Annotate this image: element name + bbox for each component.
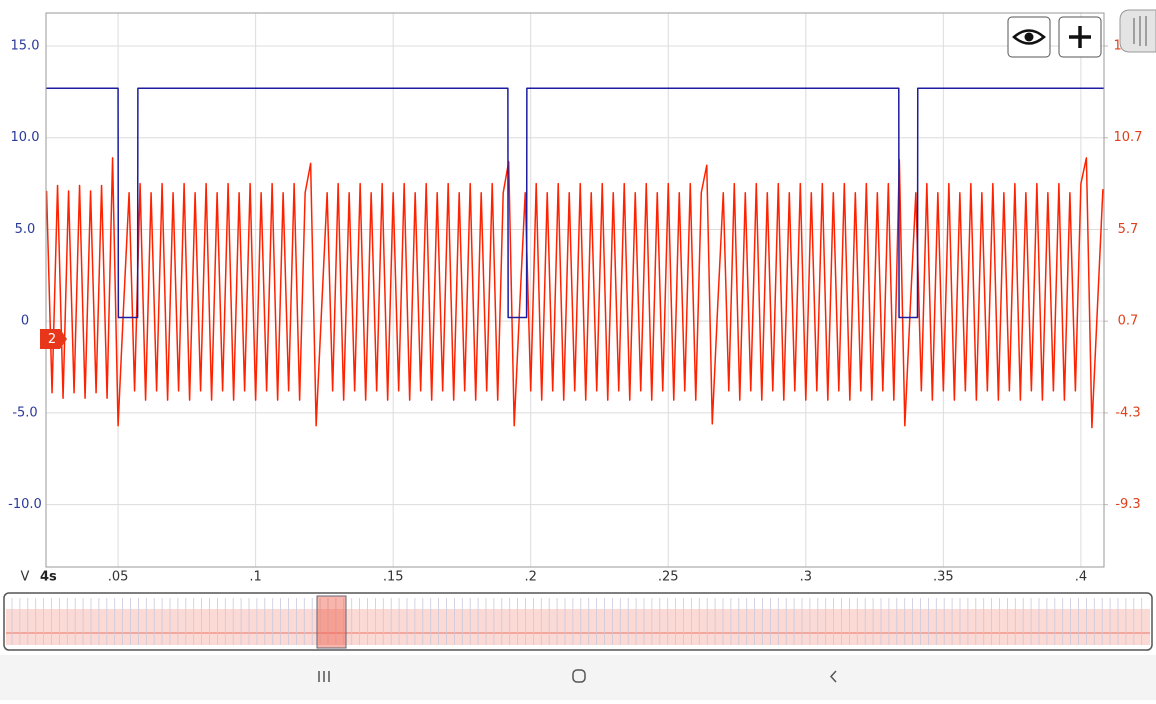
channel-marker[interactable]: 2 <box>40 329 67 349</box>
y2-tick-label: -4.3 <box>1115 405 1140 420</box>
add-button[interactable] <box>1058 16 1102 58</box>
nav-recents[interactable] <box>318 671 330 682</box>
time-base[interactable]: 4s <box>40 570 57 585</box>
nav-back[interactable] <box>829 670 837 683</box>
side-panel-tab[interactable] <box>1119 9 1156 53</box>
eye-pupil <box>1024 32 1034 42</box>
visibility-button[interactable] <box>1007 16 1051 58</box>
channel-marker-label: 2 <box>48 332 56 347</box>
y-tick-label: -5.0 <box>12 405 37 420</box>
x-tick-label: .2 <box>525 570 537 585</box>
y2-tick-label: 10.7 <box>1114 130 1143 145</box>
tab-shape <box>1119 9 1156 53</box>
unit-label: V <box>21 570 30 585</box>
tab-grip <box>1133 16 1147 46</box>
axis-labels: .05 .1 .15 .2 .25 .3 .35 .4 15.0 10.0 5.0 0 -5.0 -10.… <box>8 39 1142 585</box>
traces <box>46 87 1104 429</box>
trace <box>46 87 1104 319</box>
y-tick-label: 0 <box>21 314 29 329</box>
x-tick-label: .4 <box>1075 570 1087 585</box>
channel-marker-tag <box>40 329 67 349</box>
plus-icon <box>1069 26 1091 48</box>
y2-tick-label: 0.7 <box>1118 314 1139 329</box>
y2-tick-label: -9.3 <box>1115 497 1140 512</box>
overview-window[interactable] <box>316 595 347 649</box>
x-tick-label: .3 <box>800 570 812 585</box>
y-tick-label: 15.0 <box>11 39 40 54</box>
x-tick-label: .1 <box>249 570 261 585</box>
overview-ticks <box>11 598 1143 645</box>
x-tick-label: .05 <box>108 570 129 585</box>
y2-tick-label: 5.7 <box>1118 222 1139 237</box>
nav-bar <box>0 655 1156 700</box>
eye-icon <box>1012 29 1046 45</box>
y-tick-label: 5.0 <box>15 222 36 237</box>
plot-frame <box>45 12 1105 568</box>
x-tick-label: .35 <box>933 570 954 585</box>
overview-strip[interactable] <box>3 592 1153 651</box>
x-tick-label: .15 <box>383 570 404 585</box>
trace <box>46 157 1104 429</box>
nav-home[interactable] <box>572 669 586 683</box>
y-tick-label: 10.0 <box>11 130 40 145</box>
y-tick-label: -10.0 <box>8 497 42 512</box>
overview-band <box>6 609 1150 645</box>
x-tick-label: .25 <box>658 570 679 585</box>
